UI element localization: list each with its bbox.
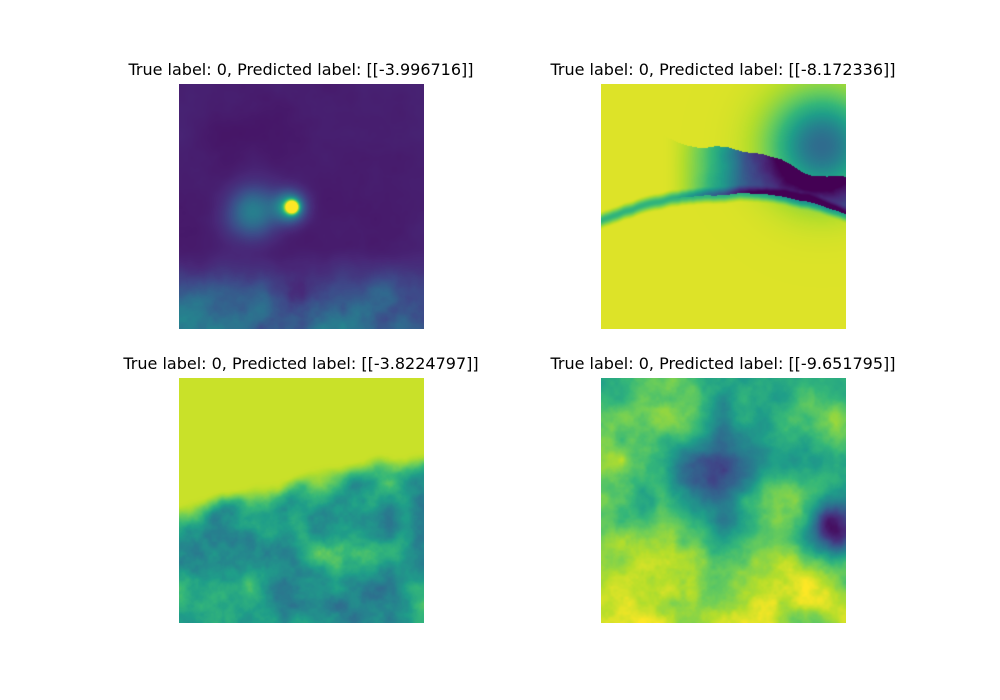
panel-title-3: True label: 0, Predicted label: [[-3.822… bbox=[123, 354, 479, 373]
heatmap-image-3 bbox=[179, 378, 424, 623]
heatmap-image-2 bbox=[601, 84, 846, 329]
heatmap-image-4 bbox=[601, 378, 846, 623]
panel-title-2: True label: 0, Predicted label: [[-8.172… bbox=[550, 60, 896, 79]
panel-title-1: True label: 0, Predicted label: [[-3.996… bbox=[128, 60, 474, 79]
panel-title-4: True label: 0, Predicted label: [[-9.651… bbox=[550, 354, 896, 373]
heatmap-image-1 bbox=[179, 84, 424, 329]
